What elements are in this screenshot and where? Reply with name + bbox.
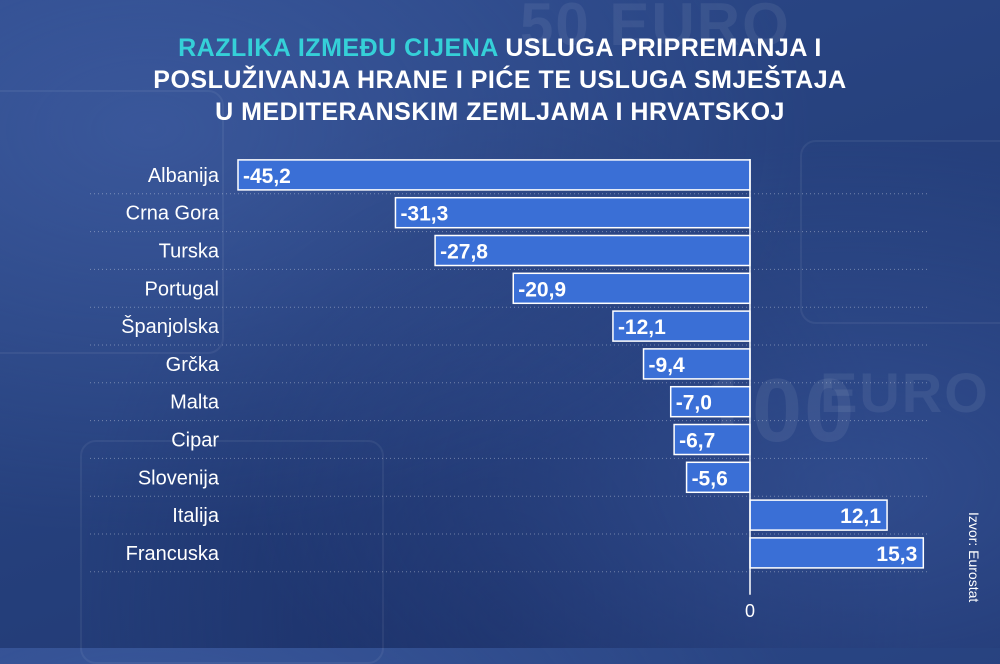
category-label-spanjolska: Španjolska bbox=[121, 315, 220, 338]
bg-decoration-euro-2: EURO bbox=[820, 361, 990, 424]
category-label-italija: Italija bbox=[172, 505, 220, 527]
bar-grcka bbox=[642, 348, 751, 380]
bar-portugal bbox=[512, 272, 751, 305]
category-label-slovenija: Slovenija bbox=[138, 467, 220, 489]
zero-tick-label: 0 bbox=[745, 601, 755, 621]
category-label-francuska: Francuska bbox=[126, 543, 220, 565]
category-label-portugal: Portugal bbox=[145, 278, 220, 300]
bg-decoration-euro-1: 50 EURO bbox=[520, 0, 791, 58]
value-labels: -45,2 -31,3 -27,8 -20,9 -12,1 -9,4 -7,0 -6,7 -5,… bbox=[243, 165, 917, 566]
chart-title-highlight: RAZLIKA IZMEĐU CIJENA bbox=[178, 34, 498, 62]
value-label-crna-gora: -31,3 bbox=[400, 203, 448, 226]
bar-chart: 0 Albanija Crna Gora Turska Portugal Španjol… bbox=[90, 159, 930, 621]
chart-title: RAZLIKA IZMEĐU CIJENA USLUGA PRIPREMANJA… bbox=[60, 32, 940, 128]
bar-francuska bbox=[749, 537, 925, 569]
value-label-albanija: -45,2 bbox=[243, 165, 291, 188]
source-note: Izvor: Eurostat bbox=[966, 512, 982, 603]
grid-separators bbox=[90, 193, 930, 573]
value-label-spanjolska: -12,1 bbox=[618, 316, 666, 339]
category-labels: Albanija Crna Gora Turska Portugal Španjolsk… bbox=[121, 165, 220, 565]
value-label-cipar: -6,7 bbox=[679, 430, 715, 453]
value-label-francuska: 15,3 bbox=[876, 543, 917, 566]
value-label-slovenija: -5,6 bbox=[692, 467, 728, 490]
bars-group bbox=[237, 159, 925, 569]
chart-title-line1: USLUGA PRIPREMANJA I bbox=[505, 34, 822, 62]
value-label-portugal: -20,9 bbox=[518, 278, 566, 301]
bar-albanija bbox=[237, 159, 751, 191]
value-label-italija: 12,1 bbox=[840, 505, 881, 528]
bar-cipar bbox=[673, 423, 751, 456]
category-label-malta: Malta bbox=[170, 392, 220, 414]
value-label-grcka: -9,4 bbox=[649, 354, 686, 377]
value-label-turska: -27,8 bbox=[440, 241, 488, 264]
category-label-crna-gora: Crna Gora bbox=[126, 203, 220, 225]
chart-title-line3: U MEDITERANSKIM ZEMLJAMA I HRVATSKOJ bbox=[215, 98, 785, 126]
category-label-grcka: Grčka bbox=[166, 354, 220, 376]
bar-crna-gora bbox=[394, 196, 751, 229]
category-label-turska: Turska bbox=[159, 241, 220, 263]
category-label-cipar: Cipar bbox=[171, 430, 219, 452]
category-label-albanija: Albanija bbox=[148, 165, 220, 187]
chart-title-line2: POSLUŽIVANJA HRANE I PIĆE TE USLUGA SMJE… bbox=[153, 66, 847, 94]
bg-decoration-frame-2 bbox=[800, 140, 1000, 324]
bg-decoration-frame-1 bbox=[0, 90, 224, 354]
value-label-malta: -7,0 bbox=[676, 392, 712, 415]
